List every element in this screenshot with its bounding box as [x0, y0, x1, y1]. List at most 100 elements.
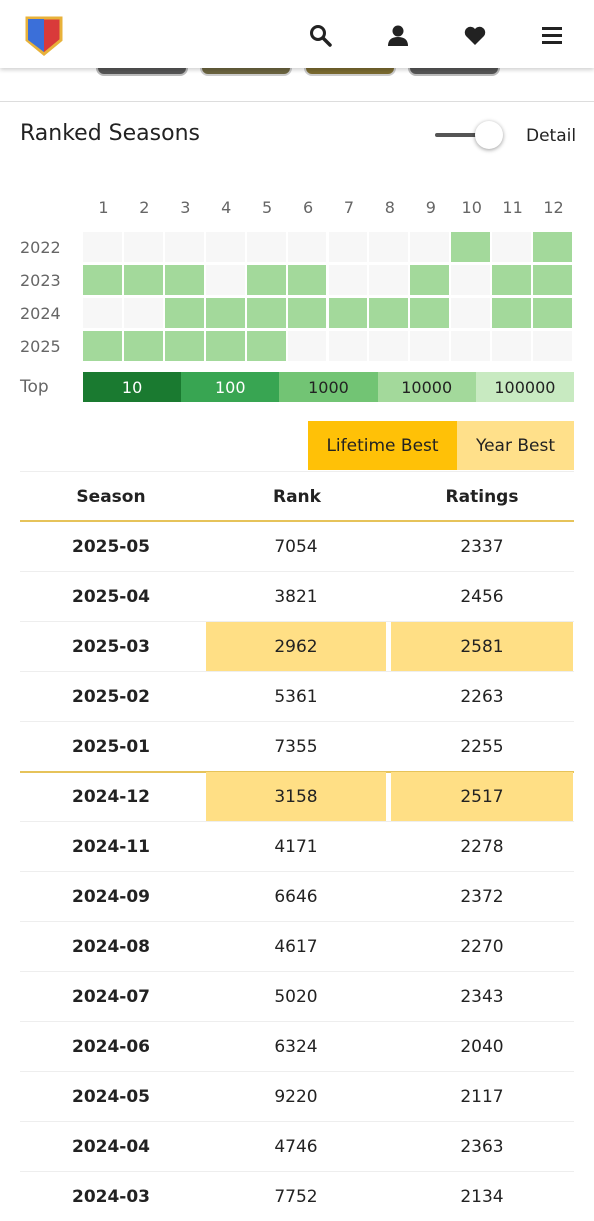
row-rule [20, 1071, 574, 1072]
table-cell: 9220 [274, 1086, 318, 1107]
column-header: Ratings [445, 486, 519, 507]
row-rule [20, 721, 574, 722]
heatmap-cell [164, 232, 204, 262]
month-label: 8 [384, 197, 395, 217]
legend-tier: 1000 [279, 372, 378, 402]
row-rule [20, 921, 574, 922]
heatmap-cell [328, 331, 368, 361]
heatmap-cell [246, 331, 286, 361]
heatmap-cell [369, 265, 409, 295]
column-header: Season [76, 486, 146, 507]
table-cell: 2372 [460, 886, 504, 907]
toggle-label: Detail [526, 126, 577, 146]
month-label: 4 [221, 197, 232, 217]
heatmap-cell [287, 298, 327, 328]
account-icon[interactable] [386, 24, 410, 48]
heatmap-cell [287, 232, 327, 262]
table-cell: 2581 [391, 622, 573, 671]
row-rule [20, 571, 574, 572]
table-cell: 6646 [274, 886, 318, 907]
season-cell: 2025-03 [71, 636, 151, 657]
header-rule [20, 520, 574, 522]
month-label: 7 [343, 197, 355, 217]
table-cell: 6324 [274, 1036, 318, 1057]
season-cell: 2025-01 [71, 736, 151, 757]
table-cell: 2270 [460, 936, 504, 957]
row-rule [20, 871, 574, 872]
heatmap-cell [205, 232, 245, 262]
divider [0, 101, 594, 102]
heatmap-cell [410, 298, 450, 328]
table-cell: 2040 [460, 1036, 504, 1057]
heatmap-cell [533, 265, 572, 295]
heatmap-cell [123, 232, 163, 262]
table-cell: 4746 [274, 1136, 318, 1157]
search-icon[interactable] [309, 24, 333, 48]
heatmap-cell [205, 298, 245, 328]
table-cell: 2962 [206, 622, 386, 671]
table-cell: 4171 [274, 836, 318, 857]
heatmap-cell [83, 232, 122, 262]
heatmap-cell [451, 265, 491, 295]
logo [25, 16, 63, 56]
heatmap-cell [83, 331, 122, 361]
table-cell: 2337 [460, 536, 504, 557]
row-rule [20, 821, 574, 822]
legend-tier: 100000 [475, 372, 574, 402]
table-cell: 7054 [274, 536, 318, 557]
heatmap-cell [328, 298, 368, 328]
legend-tier: 100 [181, 372, 280, 402]
heatmap-cell [410, 331, 450, 361]
table-cell: 2117 [460, 1086, 504, 1107]
table-cell: 2263 [460, 686, 504, 707]
heatmap-cell [369, 298, 409, 328]
legend-title: Top [20, 377, 49, 397]
month-label: 12 [543, 197, 564, 217]
heatmap-cell [83, 298, 122, 328]
heatmap-cell [492, 232, 532, 262]
season-cell: 2024-11 [71, 836, 151, 857]
table-cell: 3158 [206, 772, 386, 821]
table-cell: 2343 [460, 986, 504, 1007]
heatmap-cell [410, 232, 450, 262]
heatmap-cell [246, 298, 286, 328]
month-label: 6 [302, 197, 314, 217]
menu-icon[interactable] [540, 25, 564, 47]
heatmap-cell [533, 232, 572, 262]
heatmap-cell [492, 265, 532, 295]
heatmap-cell [164, 298, 204, 328]
season-cell: 2025-05 [71, 536, 151, 557]
heatmap-cell [83, 265, 122, 295]
toggle-track[interactable] [435, 133, 485, 137]
season-cell: 2024-08 [71, 936, 151, 957]
month-label: 11 [502, 197, 523, 217]
table-cell: 5361 [274, 686, 318, 707]
row-rule [20, 621, 574, 622]
heatmap-cell [410, 265, 450, 295]
heatmap-cell [246, 232, 286, 262]
heatmap-cell [287, 265, 327, 295]
header [0, 0, 594, 68]
row-rule [20, 1171, 574, 1172]
heatmap-cell [205, 331, 245, 361]
legend-tier: 10000 [377, 372, 476, 402]
toggle-knob[interactable] [475, 121, 503, 149]
favorites-icon[interactable] [463, 24, 487, 48]
row-rule [20, 1021, 574, 1022]
heatmap-cell [492, 298, 532, 328]
heatmap-cell [533, 331, 572, 361]
heatmap-cell [123, 265, 163, 295]
heatmap-cell [533, 298, 572, 328]
table-cell: 2134 [460, 1186, 504, 1207]
month-label: 5 [262, 197, 273, 217]
tab-button[interactable]: Lifetime Best [308, 421, 457, 470]
season-cell: 2024-07 [71, 986, 151, 1007]
tab-button[interactable]: Year Best [457, 421, 574, 470]
heatmap-cell [369, 331, 409, 361]
column-header: Rank [273, 486, 321, 507]
table-cell: 2363 [460, 1136, 504, 1157]
heatmap-cell [451, 298, 491, 328]
year-label: 2024 [20, 303, 61, 323]
section-title: Ranked Seasons [20, 121, 200, 146]
